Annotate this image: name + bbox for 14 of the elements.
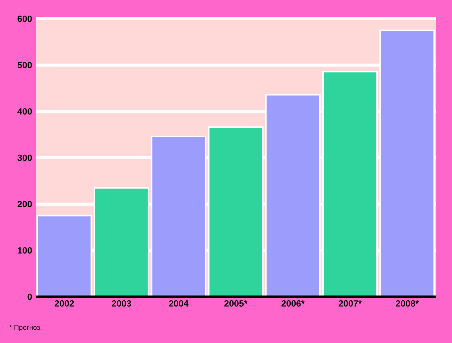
x-tick-label: 2005* (224, 300, 248, 307)
x-tick-label: 2007* (338, 300, 362, 307)
x-tick-label: 2003 (112, 300, 132, 307)
y-tick-label: 300 (18, 154, 32, 162)
x-tick-label: 2002 (54, 300, 74, 307)
y-tick-label: 0 (28, 294, 32, 300)
x-tick-label: 2004 (169, 300, 189, 307)
y-tick-label: 500 (18, 62, 32, 69)
x-tick-label: 2008* (396, 300, 420, 307)
y-tick-label: 200 (18, 201, 32, 208)
y-tick-label: 100 (18, 247, 32, 254)
y-tick-label: 400 (18, 108, 32, 115)
x-tick-label: 2006* (282, 300, 305, 307)
y-tick-label: 600 (18, 16, 32, 22)
